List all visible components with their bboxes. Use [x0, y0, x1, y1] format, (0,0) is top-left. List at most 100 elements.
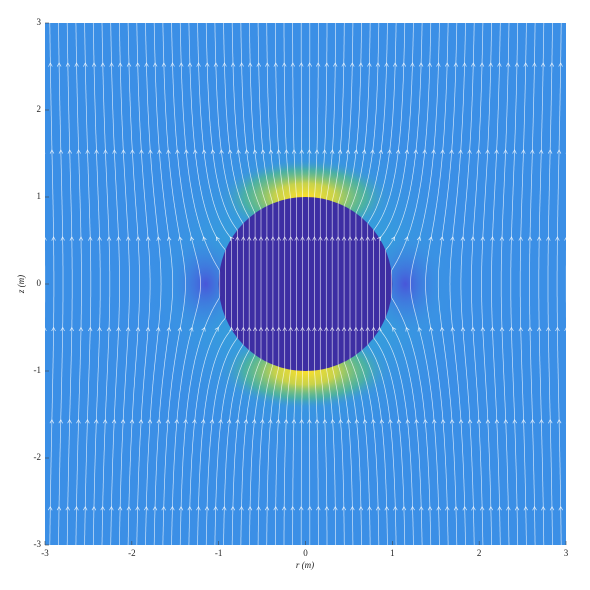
- streamline-arrow: [276, 236, 282, 241]
- streamline-arrow: [87, 326, 93, 332]
- streamline-arrow: [333, 505, 338, 511]
- x-tick-label: 3: [564, 548, 569, 558]
- streamline-arrow: [189, 326, 194, 332]
- streamline-arrow: [497, 505, 502, 511]
- streamline-arrow: [476, 149, 481, 154]
- streamline-arrow: [416, 236, 422, 241]
- streamline-arrow: [135, 505, 140, 511]
- streamline-arrow: [67, 149, 73, 154]
- streamline-arrow: [235, 326, 240, 332]
- y-tick-label: -2: [34, 452, 42, 462]
- streamline-arrow: [314, 149, 320, 154]
- streamline-arrow: [120, 418, 126, 424]
- streamline-arrow: [335, 236, 341, 241]
- streamline-arrow: [462, 62, 467, 67]
- streamline-arrow: [410, 62, 415, 67]
- streamline-arrow: [51, 236, 56, 241]
- streamline-arrow: [282, 326, 287, 332]
- streamline-arrow: [549, 62, 555, 67]
- streamline-arrow: [450, 326, 455, 332]
- streamline: [84, 23, 92, 545]
- streamline-arrow: [196, 505, 201, 511]
- streamline-arrow: [23, 420, 27, 424]
- streamline-arrow: [201, 418, 206, 424]
- streamline-arrow: [417, 326, 422, 332]
- streamline-arrow: [16, 237, 20, 241]
- streamline-arrow: [283, 418, 289, 424]
- streamline-arrow: [74, 62, 79, 67]
- streamline-arrow: [375, 505, 381, 511]
- streamline-arrow: [387, 149, 392, 154]
- streamline-arrow: [85, 149, 90, 154]
- streamline-arrow: [78, 326, 84, 332]
- streamline-arrow: [58, 149, 64, 154]
- streamline: [266, 23, 280, 545]
- streamline: [319, 23, 328, 545]
- streamline-arrow: [126, 505, 132, 511]
- streamline-arrow: [324, 236, 329, 241]
- streamline-arrow: [300, 326, 305, 332]
- streamline-arrow: [170, 62, 175, 67]
- streamline: [179, 23, 221, 545]
- streamline-arrow: [307, 505, 313, 511]
- streamline-arrow: [161, 505, 166, 511]
- streamline-arrow: [260, 418, 265, 424]
- streamline-arrow: [148, 149, 153, 154]
- streamline-arrow: [418, 62, 424, 67]
- streamline-arrow: [575, 420, 579, 424]
- streamline-arrow: [532, 505, 537, 511]
- streamline-arrow: [189, 236, 195, 241]
- streamline-arrow: [547, 149, 553, 154]
- streamline-arrow: [410, 505, 415, 511]
- streamline-arrow: [187, 505, 192, 511]
- streamline-arrow: [371, 418, 376, 424]
- streamline-arrow: [444, 62, 450, 67]
- streamline-arrow: [497, 62, 502, 67]
- streamline-arrow: [13, 507, 17, 511]
- streamline-arrow: [299, 418, 304, 424]
- streamline-arrow: [6, 420, 10, 424]
- streamline-arrow: [449, 149, 454, 154]
- streamline-arrow: [256, 505, 261, 511]
- streamline-arrow: [112, 149, 117, 154]
- streamline-arrow: [187, 62, 193, 67]
- x-tick-label: 1: [390, 548, 395, 558]
- streamline-arrow: [330, 149, 335, 154]
- streamline-arrow: [260, 149, 266, 154]
- streamline: [437, 23, 458, 545]
- streamline-arrow: [324, 505, 330, 511]
- streamline-arrow: [404, 236, 409, 242]
- streamline-arrow: [358, 62, 364, 67]
- streamline-arrow: [247, 62, 253, 67]
- streamline-arrow: [538, 149, 544, 154]
- streamline-arrow: [450, 236, 455, 241]
- streamline-arrow: [499, 326, 505, 332]
- streamline-arrow: [218, 418, 223, 424]
- streamline-arrow: [365, 326, 370, 332]
- streamline-arrow: [47, 505, 53, 511]
- streamline-arrow: [144, 62, 149, 67]
- streamline-arrow: [324, 326, 329, 332]
- streamline-arrow: [22, 507, 26, 511]
- streamline-arrow: [523, 62, 528, 67]
- streamline-arrow: [583, 328, 587, 332]
- streamline-arrow: [88, 236, 93, 241]
- streamline-arrow: [436, 505, 441, 511]
- streamline-arrow: [34, 237, 38, 241]
- streamline-arrow: [300, 236, 305, 241]
- y-axis-label: z (m): [16, 275, 26, 294]
- streamline-arrow: [306, 236, 311, 241]
- streamline-arrow: [458, 418, 464, 424]
- streamline-arrow: [362, 418, 368, 424]
- streamline-arrow: [166, 236, 172, 241]
- y-tick-label: 1: [37, 191, 42, 201]
- streamline-arrow: [392, 62, 398, 67]
- streamline-arrow: [56, 505, 62, 511]
- streamline-arrow: [229, 236, 235, 242]
- streamline-arrow: [536, 236, 542, 241]
- streamline-arrow: [445, 505, 450, 511]
- streamline-arrow: [82, 505, 88, 511]
- streamline-arrow: [125, 326, 131, 332]
- streamline-arrow: [353, 149, 359, 154]
- streamline-arrow: [494, 149, 499, 154]
